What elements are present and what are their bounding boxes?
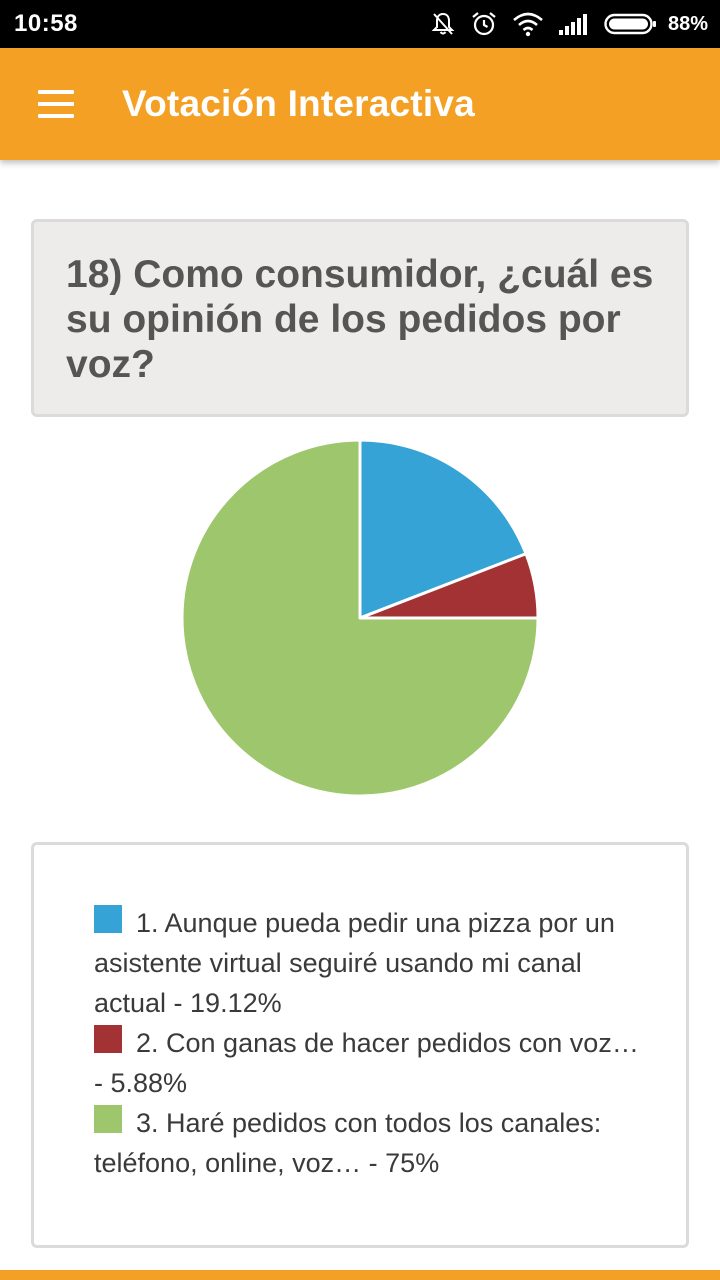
- pie-chart-svg: [180, 438, 540, 798]
- pie-slice-1: [358, 438, 528, 620]
- pie-chart: [180, 438, 540, 798]
- legend-label-3: 3. Haré pedidos con todos los canales: t…: [94, 1108, 602, 1178]
- legend-swatch-1: [94, 905, 122, 933]
- app-title: Votación Interactiva: [122, 83, 475, 124]
- battery-percentage: 88%: [667, 12, 708, 35]
- legend-item-2: 2. Con ganas de hacer pedidos con voz… -…: [94, 1023, 646, 1103]
- legend-swatch-2: [94, 1025, 122, 1053]
- battery-icon: [604, 12, 658, 36]
- app-bar: Votación Interactiva: [0, 48, 720, 160]
- bottom-accent-strip: [0, 1270, 720, 1280]
- legend-label-2: 2. Con ganas de hacer pedidos con voz… -…: [94, 1028, 639, 1098]
- alarm-icon: [470, 10, 498, 38]
- question-card: 18) Como consumidor, ¿cuál es su opinión…: [31, 219, 689, 417]
- notifications-off-icon: [430, 11, 456, 37]
- signal-icon: [558, 12, 590, 36]
- legend-item-3: 3. Haré pedidos con todos los canales: t…: [94, 1103, 646, 1183]
- status-icons: 88%: [430, 10, 708, 38]
- wifi-icon: [512, 11, 544, 37]
- legend-label-1: 1. Aunque pueda pedir una pizza por un a…: [94, 908, 615, 1018]
- status-bar: 10:58: [0, 0, 720, 48]
- legend-card: 1. Aunque pueda pedir una pizza por un a…: [31, 842, 689, 1248]
- legend-item-1: 1. Aunque pueda pedir una pizza por un a…: [94, 903, 646, 1023]
- question-text: 18) Como consumidor, ¿cuál es su opinión…: [66, 253, 654, 386]
- hamburger-menu-icon[interactable]: [38, 90, 74, 118]
- pie-slice-3: [180, 438, 540, 798]
- status-time: 10:58: [14, 10, 78, 37]
- legend-swatch-3: [94, 1105, 122, 1133]
